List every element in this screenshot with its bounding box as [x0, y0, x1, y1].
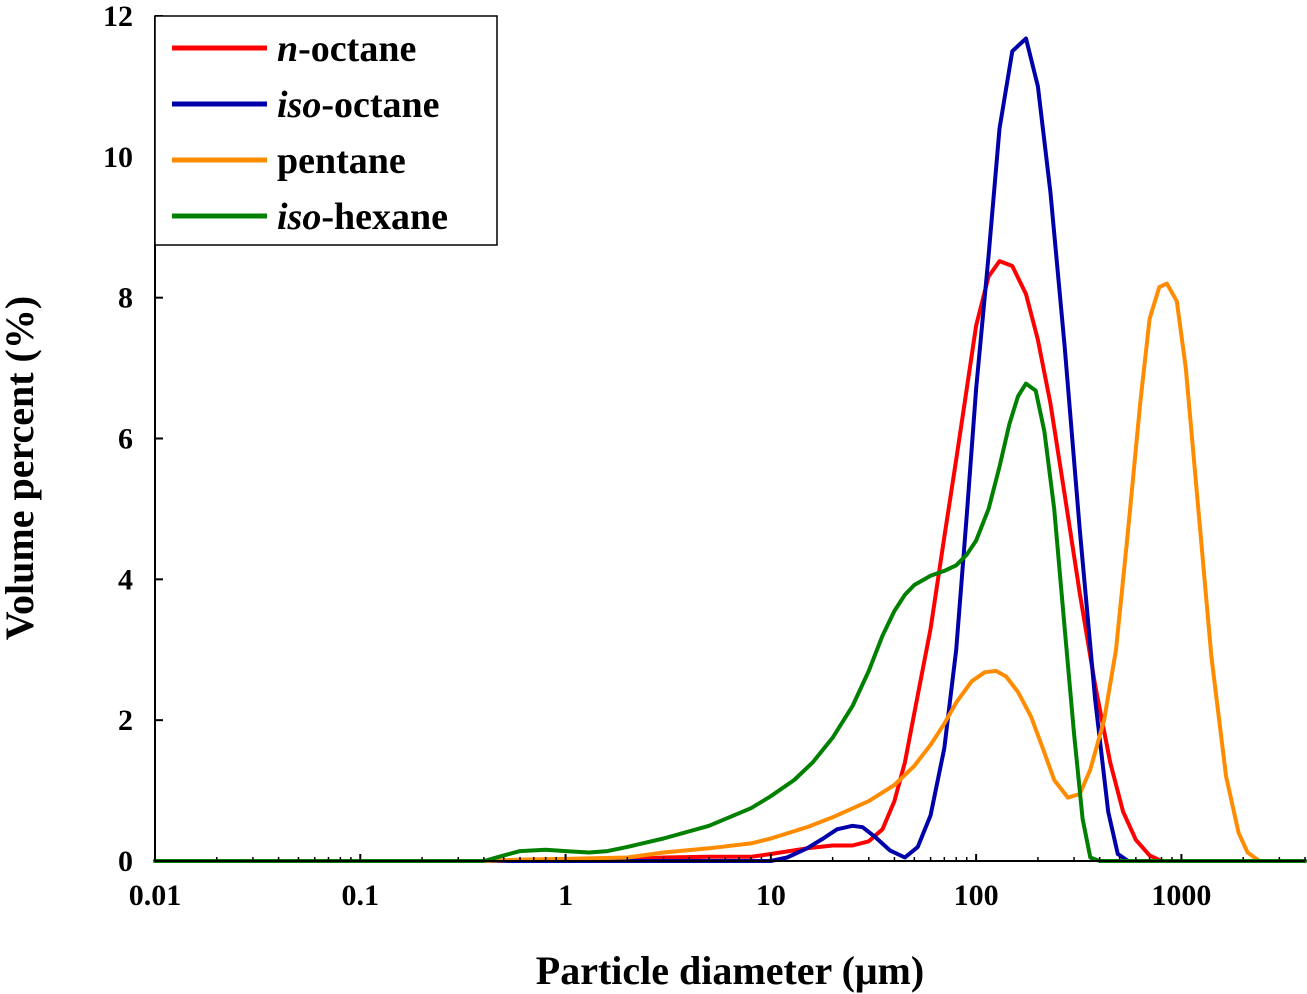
x-tick-label: 1 — [558, 879, 573, 912]
y-tick-label: 8 — [118, 282, 133, 315]
legend-label-2: pentane — [277, 140, 406, 182]
y-tick-label: 6 — [118, 423, 133, 456]
x-tick-label: 100 — [954, 879, 999, 912]
y-axis-title: Volume percent (%) — [0, 296, 42, 640]
tick-labels: 0.01 0.1 1 10 100 1000 0 2 4 6 8 10 12 — [103, 0, 1211, 912]
y-tick-label: 4 — [118, 563, 133, 596]
y-tick-label: 2 — [118, 704, 133, 737]
series-line-0 — [153, 259, 1307, 863]
plot-lines — [153, 36, 1307, 863]
legend-label-1: iso-octane — [277, 84, 440, 126]
y-tick-label: 10 — [103, 141, 133, 174]
x-tick-label: 10 — [756, 879, 786, 912]
x-tick-label: 0.1 — [342, 879, 380, 912]
legend: n-octane iso-octane pentane iso-hexane — [154, 15, 498, 246]
y-tick-label: 12 — [103, 0, 133, 33]
legend-label-0: n-octane — [277, 28, 416, 70]
series-line-1 — [153, 36, 1307, 863]
legend-box — [154, 15, 498, 246]
x-tick-label: 1000 — [1151, 879, 1211, 912]
series-line-2 — [153, 281, 1307, 863]
x-axis-title: Particle diameter (μm) — [536, 948, 924, 993]
series-line-3 — [153, 381, 1307, 863]
x-tick-label: 0.01 — [129, 879, 182, 912]
legend-label-3: iso-hexane — [277, 196, 448, 238]
y-tick-label: 0 — [118, 845, 133, 878]
